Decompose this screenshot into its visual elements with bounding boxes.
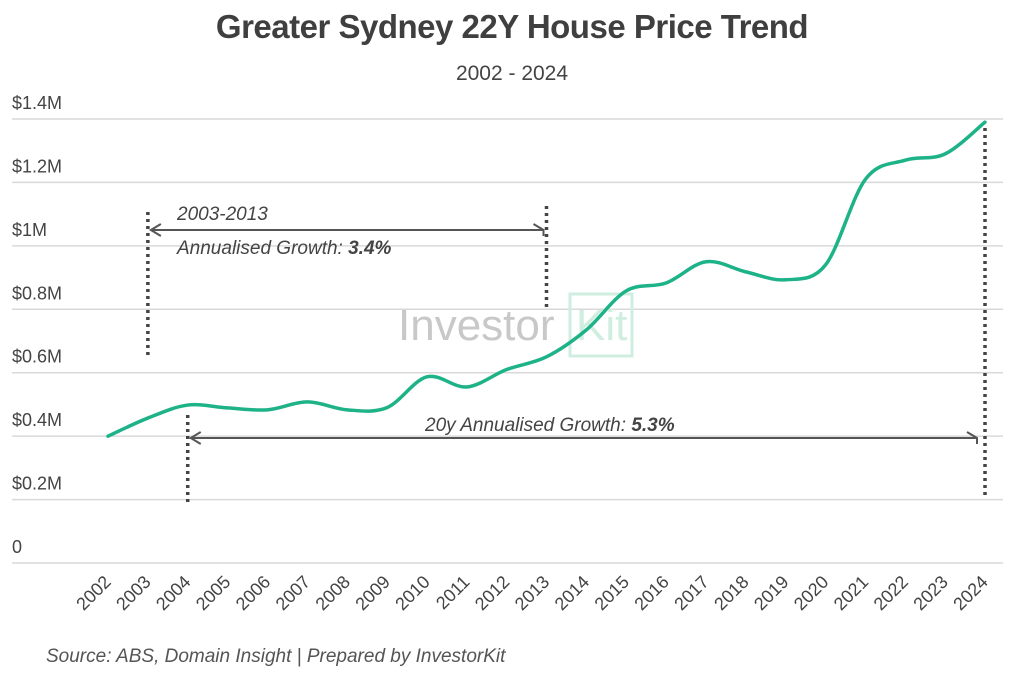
x-tick-label: 2004 <box>152 572 194 614</box>
x-tick-label: 2003 <box>112 572 154 614</box>
period-arrow-head-right <box>532 223 545 236</box>
long-growth-text: 20y Annualised Growth: <box>424 415 631 436</box>
x-tick-label: 2022 <box>870 572 912 614</box>
price-line <box>106 120 987 438</box>
x-tick-label: 2007 <box>272 572 314 614</box>
x-tick-label: 2021 <box>830 572 872 614</box>
y-tick-label: 0 <box>12 537 22 557</box>
long-growth-label: 20y Annualised Growth: 5.3% <box>424 415 675 436</box>
x-tick-label: 2009 <box>351 572 393 614</box>
investorkit-watermark: Investor Kit <box>398 292 634 358</box>
y-tick-label: $0.6M <box>12 347 62 367</box>
x-tick-label: 2010 <box>391 572 433 614</box>
x-tick-label: 2002 <box>72 572 114 614</box>
period-growth-label: Annualised Growth: 3.4% <box>176 238 392 259</box>
x-tick-label: 2017 <box>670 572 712 614</box>
y-tick-label: $1M <box>12 220 47 240</box>
period-growth-text: Annualised Growth: <box>176 238 348 259</box>
x-tick-label: 2014 <box>551 572 593 614</box>
source-note: Source: ABS, Domain Insight | Prepared b… <box>46 646 506 667</box>
chart-title: Greater Sydney 22Y House Price Trend <box>215 8 809 45</box>
x-tick-label: 2024 <box>949 572 991 614</box>
x-tick-label: 2015 <box>591 572 633 614</box>
x-tick-label: 2011 <box>432 572 474 614</box>
x-tick-label: 2006 <box>232 572 274 614</box>
x-tick-label: 2012 <box>471 572 513 614</box>
x-tick-label: 2023 <box>910 572 952 614</box>
y-tick-label: $0.2M <box>12 474 62 494</box>
x-tick-label: 2018 <box>710 572 752 614</box>
x-tick-label: 2020 <box>790 572 832 614</box>
svg-text:Investor: Investor <box>398 301 555 350</box>
x-tick-label: 2008 <box>312 572 354 614</box>
svg-text:Kit: Kit <box>576 301 627 350</box>
long-arrow-head-left <box>188 431 202 445</box>
long-growth-value: 5.3% <box>631 415 674 436</box>
x-tick-label: 2005 <box>192 572 234 614</box>
y-tick-label: $0.4M <box>12 410 62 430</box>
period-growth-value: 3.4% <box>348 238 391 259</box>
period-label: 2003-2013 <box>176 204 268 225</box>
chart-subtitle: 2002 - 2024 <box>455 62 569 85</box>
x-tick-label: 2016 <box>630 572 672 614</box>
period-arrow-head-left <box>148 223 162 237</box>
y-tick-label: $0.8M <box>12 283 62 303</box>
x-tick-label: 2019 <box>750 572 792 614</box>
y-tick-label: $1.4M <box>12 93 62 113</box>
y-tick-label: $1.2M <box>12 156 62 176</box>
x-tick-label: 2013 <box>511 572 553 614</box>
long-arrow-head-right <box>966 431 978 444</box>
